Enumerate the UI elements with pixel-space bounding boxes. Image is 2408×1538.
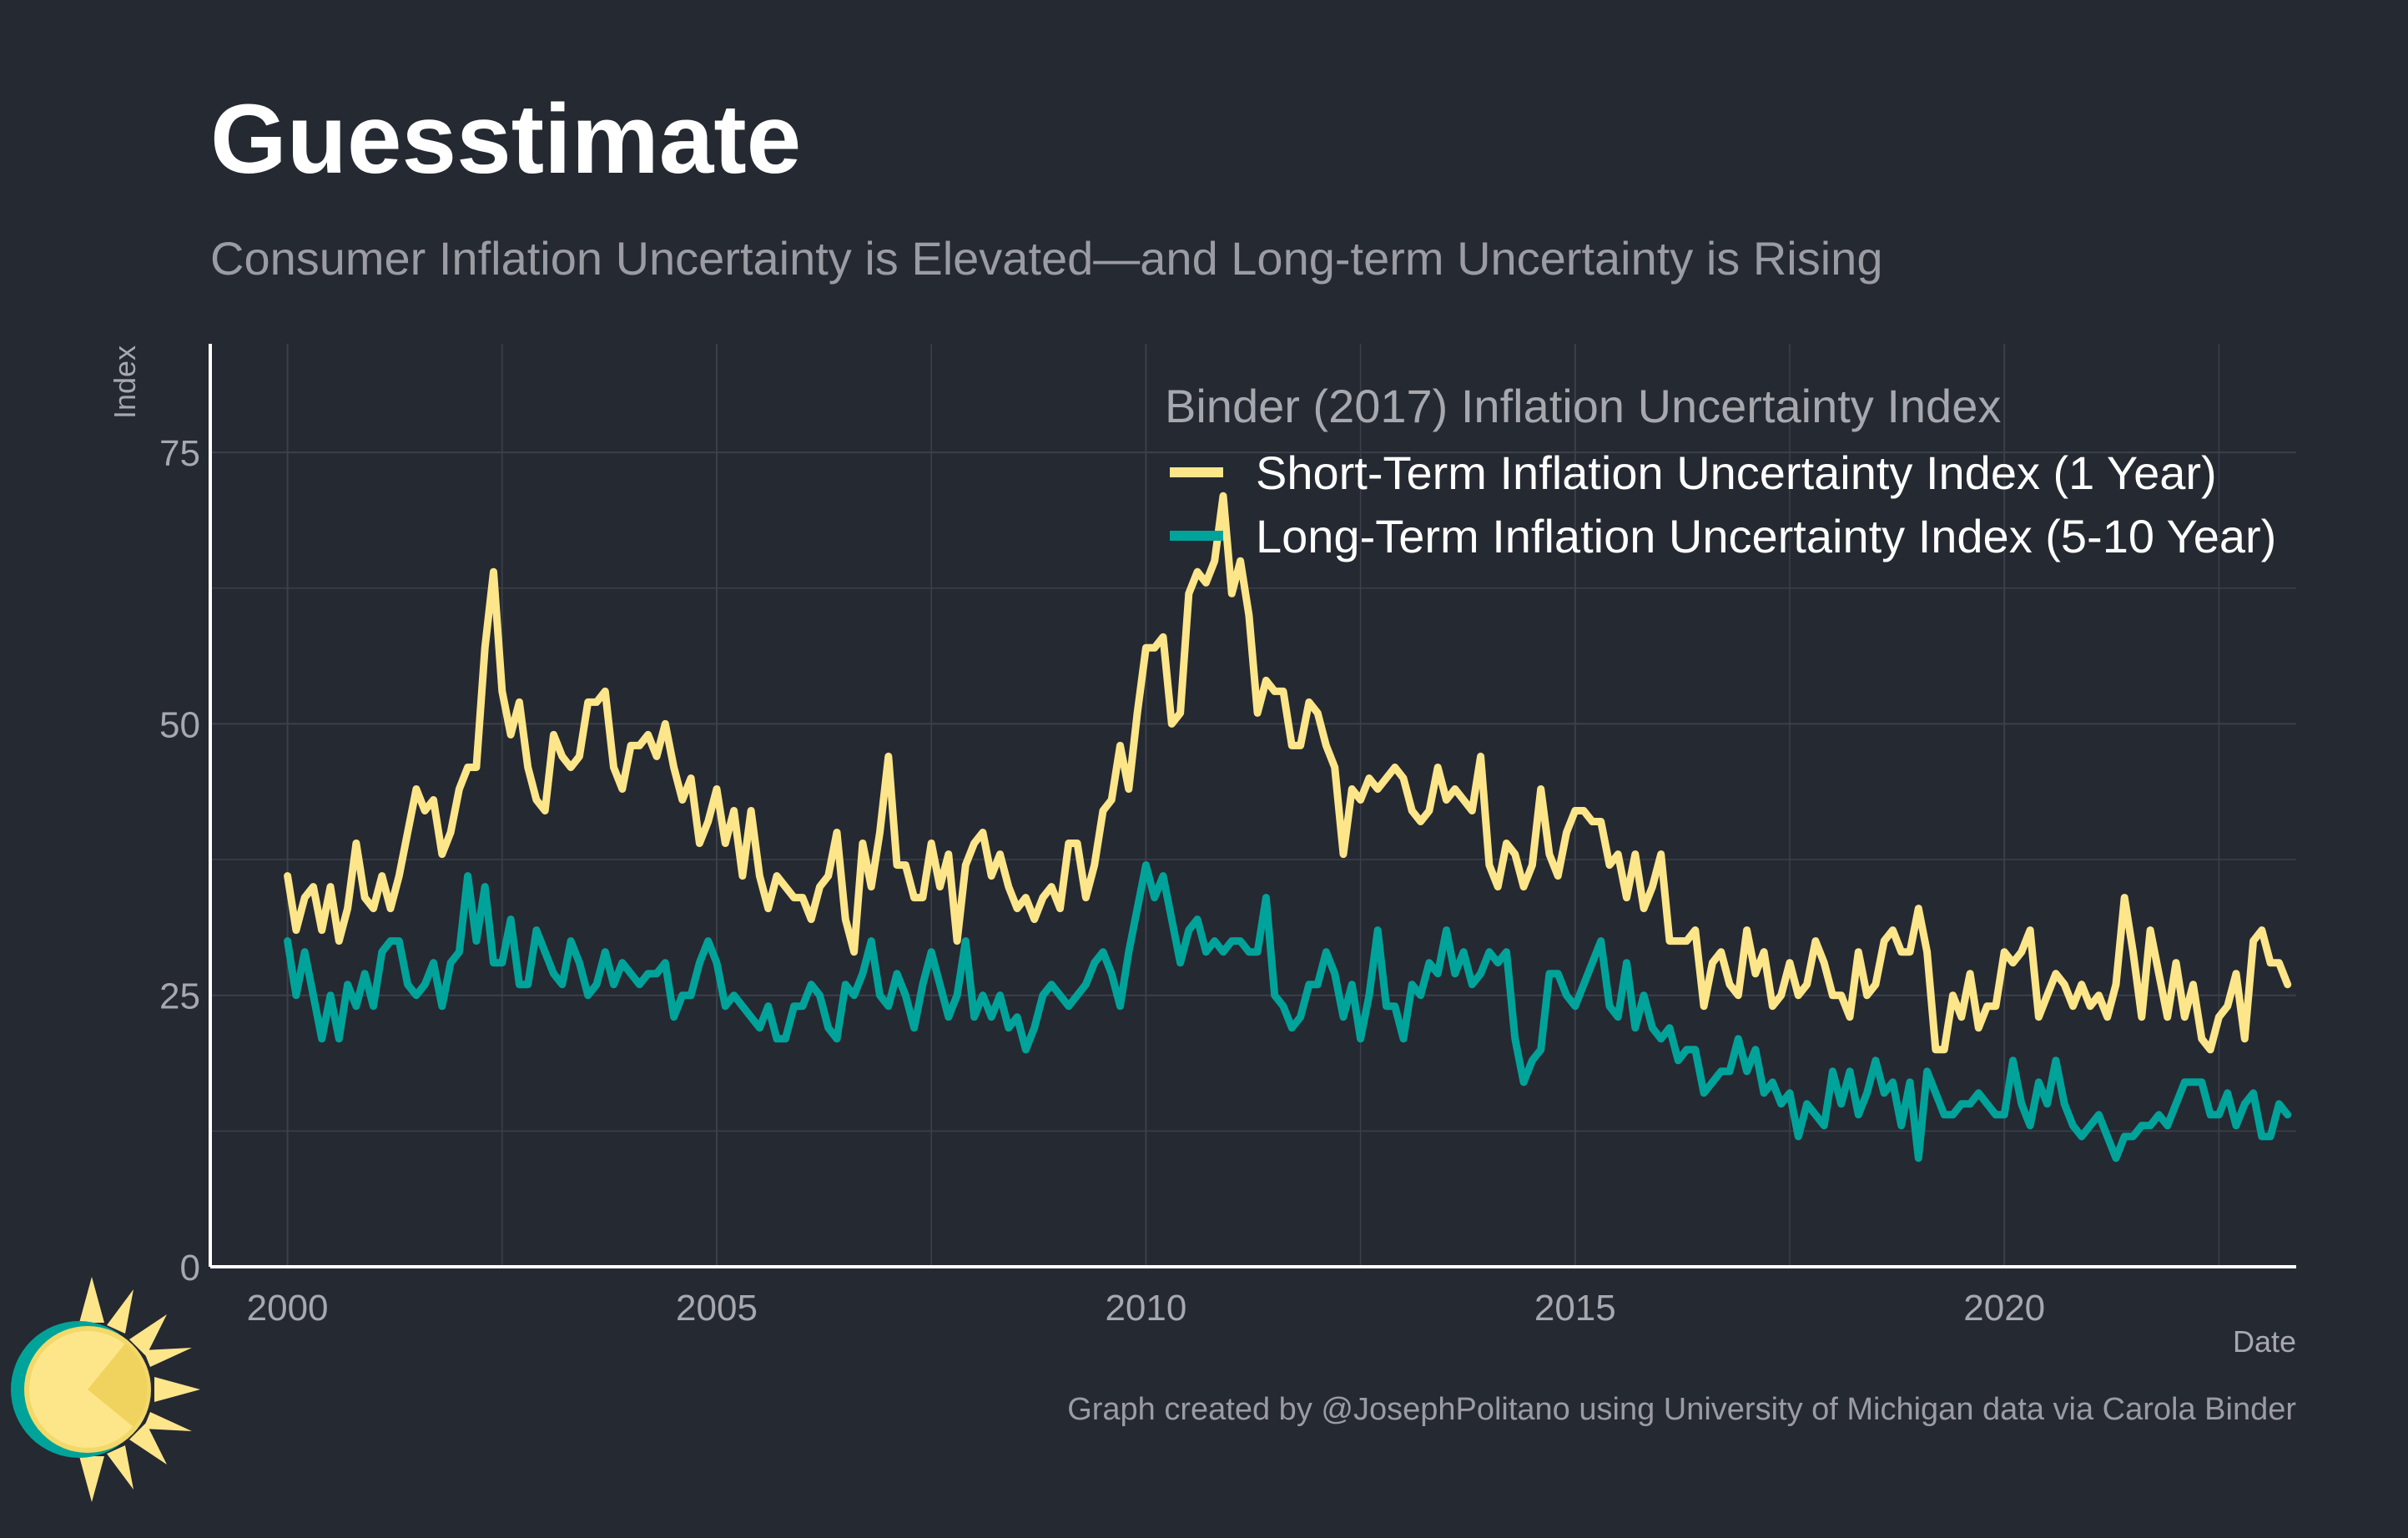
axes xyxy=(209,344,2296,1268)
y-tick-label: 0 xyxy=(180,1248,200,1288)
y-tick-label: 75 xyxy=(159,433,200,474)
tick-labels: 2000 2005 2010 2015 2020 0 25 50 75 xyxy=(159,433,2045,1329)
legend-label: Short-Term Inflation Uncertainty Index (… xyxy=(1256,446,2217,499)
series-layer xyxy=(284,492,2292,1162)
x-tick-label: 2010 xyxy=(1105,1288,1186,1329)
legend-label: Long-Term Inflation Uncertainty Index (5… xyxy=(1256,510,2276,562)
series-line-long-term xyxy=(284,861,2292,1162)
legend-title: Binder (2017) Inflation Uncertainty Inde… xyxy=(1165,380,2001,432)
source-caption: Graph created by @JosephPolitano using U… xyxy=(1067,1392,2296,1427)
legend: Binder (2017) Inflation Uncertainty Inde… xyxy=(1165,380,2276,562)
y-tick-label: 50 xyxy=(159,704,200,745)
chart-subtitle: Consumer Inflation Uncertainty is Elevat… xyxy=(210,232,1883,285)
x-tick-label: 2020 xyxy=(1963,1288,2045,1329)
chart-title: Guesstimate xyxy=(210,84,802,194)
x-tick-label: 2015 xyxy=(1534,1288,1616,1329)
x-tick-label: 2005 xyxy=(676,1288,758,1329)
legend-item: Short-Term Inflation Uncertainty Index (… xyxy=(1170,446,2217,499)
x-tick-label: 2000 xyxy=(247,1288,329,1329)
legend-item: Long-Term Inflation Uncertainty Index (5… xyxy=(1170,510,2276,562)
y-axis-title: Index xyxy=(108,345,142,419)
x-axis-title: Date xyxy=(2233,1324,2296,1359)
series-line-short-term xyxy=(284,492,2292,1054)
y-tick-label: 25 xyxy=(159,976,200,1017)
sun-icon xyxy=(11,1277,200,1502)
